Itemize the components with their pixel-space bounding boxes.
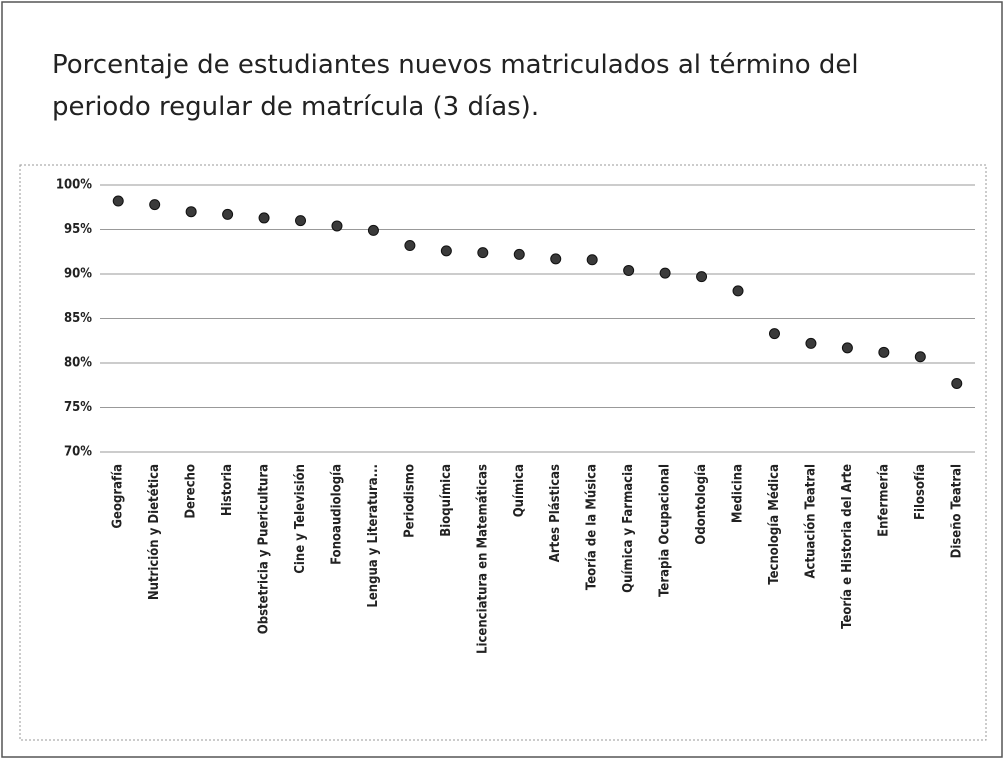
x-tick-label: Tecnología Médica xyxy=(767,464,782,585)
plot-frame xyxy=(19,164,987,741)
x-tick-label: Historia xyxy=(220,464,235,516)
dot xyxy=(258,212,270,224)
dot xyxy=(878,346,890,358)
x-tick-label: Nutrición y Dietética xyxy=(147,464,162,600)
dot xyxy=(623,264,635,276)
x-tick-label: Obstetricia y Puericultura xyxy=(257,464,272,634)
dot xyxy=(295,215,307,227)
x-tick-label: Química y Farmacia xyxy=(621,464,636,593)
x-tick-label: Geografía xyxy=(111,464,126,529)
dot xyxy=(659,267,671,279)
dot xyxy=(477,247,489,259)
dot xyxy=(367,224,379,236)
y-tick-label: 80% xyxy=(64,356,92,371)
dot xyxy=(768,328,780,340)
dot xyxy=(586,254,598,266)
x-tick-label: Cine y Televisión xyxy=(293,464,308,574)
x-tick-label: Enfermería xyxy=(876,464,891,537)
dot xyxy=(112,195,124,207)
x-tick-label: Derecho xyxy=(184,464,199,519)
x-tick-label: Odontología xyxy=(694,464,709,545)
x-tick-label: Teoría e Historia del Arte xyxy=(840,464,855,629)
y-tick-label: 90% xyxy=(64,267,92,282)
x-tick-label: Licenciatura en Matemáticas xyxy=(475,464,490,654)
y-tick-label: 95% xyxy=(64,222,92,237)
dot xyxy=(805,337,817,349)
dot xyxy=(732,285,744,297)
dot xyxy=(951,377,963,389)
y-tick-label: 75% xyxy=(64,400,92,415)
chart-title: Porcentaje de estudiantes nuevos matricu… xyxy=(52,50,859,122)
x-tick-label: Artes Plásticas xyxy=(548,464,563,562)
dot xyxy=(185,206,197,218)
dot xyxy=(513,248,525,260)
x-tick-label: Filosofía xyxy=(913,464,928,520)
dot xyxy=(440,245,452,257)
dot xyxy=(696,271,708,283)
x-tick-label: Teoría de la Música xyxy=(585,464,600,590)
x-tick-label: Terapia Ocupacional xyxy=(658,464,673,597)
x-tick-label: Medicina xyxy=(731,464,746,523)
x-tick-label: Periodismo xyxy=(402,464,417,538)
y-tick-label: 70% xyxy=(64,445,92,460)
x-tick-label: Lengua y Literatura... xyxy=(366,464,381,608)
x-tick-label: Bioquímica xyxy=(439,464,454,537)
dot xyxy=(914,351,926,363)
x-tick-label: Diseño Teatral xyxy=(949,464,964,558)
dot xyxy=(550,253,562,265)
x-tick-label: Química xyxy=(512,464,527,517)
dot xyxy=(841,342,853,354)
x-tick-label: Fonoaudiología xyxy=(329,464,344,565)
dot xyxy=(331,220,343,232)
y-tick-label: 100% xyxy=(56,178,92,193)
dot xyxy=(404,240,416,252)
dot xyxy=(222,208,234,220)
y-tick-label: 85% xyxy=(64,311,92,326)
x-tick-label: Actuación Teatral xyxy=(803,464,818,579)
dot xyxy=(149,199,161,211)
